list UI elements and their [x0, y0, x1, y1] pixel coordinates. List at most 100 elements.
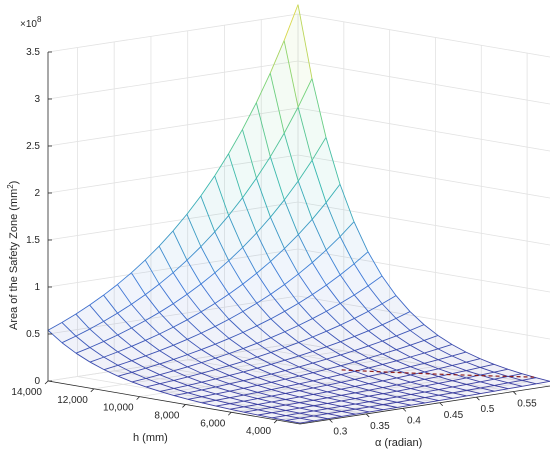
mesh-line: [47, 322, 63, 331]
mesh-line: [312, 336, 327, 348]
mesh-line: [339, 274, 355, 296]
mesh-line: [159, 344, 174, 352]
mesh-line: [187, 381, 202, 386]
mesh-line: [299, 417, 314, 422]
mesh-line: [214, 343, 230, 354]
mesh-line: [103, 294, 118, 314]
mesh-line: [299, 380, 314, 385]
surface-patch: [228, 247, 257, 285]
mesh-line: [424, 376, 439, 380]
mesh-line: [284, 370, 300, 377]
mesh-line: [89, 328, 105, 342]
mesh-line: [396, 366, 411, 371]
mesh-line: [327, 381, 342, 386]
mesh-line: [257, 384, 272, 391]
mesh-line: [103, 369, 119, 377]
mesh-line: [480, 384, 495, 389]
mesh-line: [131, 345, 146, 357]
surface-patch: [270, 133, 299, 200]
mesh-line: [410, 374, 425, 380]
mesh-line: [355, 401, 370, 405]
mesh-line: [186, 259, 202, 285]
mesh-line: [312, 310, 327, 319]
mesh-line: [383, 407, 398, 411]
mesh-line: [368, 380, 383, 385]
mesh-line: [354, 383, 369, 387]
mesh-line: [187, 362, 202, 368]
mesh-line: [410, 385, 425, 390]
mesh-line: [285, 407, 300, 411]
mesh-line: [173, 370, 188, 378]
mesh-line: [367, 251, 383, 277]
mesh-line: [325, 202, 341, 237]
mesh-line: [368, 375, 383, 382]
mesh-line: [311, 137, 327, 161]
mesh-line: [369, 406, 384, 411]
mesh-line: [438, 365, 453, 370]
tick-labels: 0 0.5 1 1.5 2 2.5 3 3.5 4,000 6,000 8,000 10,000 12,…: [11, 47, 550, 438]
surface-patch: [424, 348, 453, 360]
mesh-line: [438, 392, 453, 396]
mesh-line: [479, 358, 495, 365]
mesh-line: [368, 389, 384, 395]
mesh-line: [396, 377, 411, 383]
surface-patch: [187, 333, 216, 350]
mesh-line: [396, 330, 411, 337]
surface-patch: [340, 350, 369, 362]
surface-patch: [340, 361, 369, 372]
x-tick-mark: [227, 411, 232, 416]
mesh-line: [214, 303, 230, 320]
mesh-line: [313, 377, 328, 382]
y-tick-mark: [402, 408, 407, 412]
mesh-line: [326, 354, 341, 360]
grid-line: [77, 47, 330, 420]
mesh-line: [297, 234, 313, 263]
mesh-line: [395, 318, 411, 331]
mesh-line: [382, 369, 397, 374]
mesh-line: [326, 368, 342, 376]
mesh-line: [367, 285, 383, 305]
mesh-line: [326, 377, 342, 383]
mesh-line: [269, 156, 285, 201]
mesh-line: [480, 390, 495, 394]
mesh-line: [354, 310, 369, 319]
surface-patch: [354, 330, 383, 346]
surface-patch: [312, 250, 341, 286]
mesh-line: [257, 377, 272, 383]
surface-patch: [368, 303, 397, 325]
mesh-line: [284, 302, 299, 312]
mesh-line: [271, 399, 286, 403]
mesh-line: [117, 312, 132, 329]
mesh-line: [255, 72, 271, 103]
x-tick-label: 8,000: [154, 410, 179, 421]
mesh-line: [298, 351, 313, 357]
mesh-line: [383, 401, 398, 406]
mesh-line: [424, 397, 439, 402]
mesh-line: [172, 230, 188, 261]
surface-patch: [173, 366, 202, 377]
mesh-line: [271, 415, 286, 419]
mesh-line: [353, 285, 369, 296]
surface-patch: [131, 368, 160, 379]
surface-patch: [298, 294, 327, 319]
surface-patch: [214, 215, 243, 261]
mesh-line: [340, 294, 355, 304]
mesh-line: [284, 248, 299, 275]
mesh-line: [410, 362, 425, 368]
mesh-line: [353, 221, 369, 252]
mesh-line: [229, 383, 244, 389]
mesh-line: [493, 363, 509, 370]
mesh-line: [299, 405, 314, 409]
mesh-line: [311, 78, 327, 138]
surface-patch: [117, 304, 146, 329]
mesh-line: [395, 311, 411, 319]
mesh-line: [299, 372, 314, 377]
surface-patch: [368, 324, 397, 342]
mesh-line: [284, 359, 300, 368]
mesh-line: [187, 338, 202, 350]
mesh-line: [327, 394, 342, 399]
surface-patch: [103, 313, 132, 335]
z-tick-label: 0: [34, 376, 40, 387]
surface-patch: [298, 160, 327, 220]
surface-patch: [298, 219, 327, 263]
